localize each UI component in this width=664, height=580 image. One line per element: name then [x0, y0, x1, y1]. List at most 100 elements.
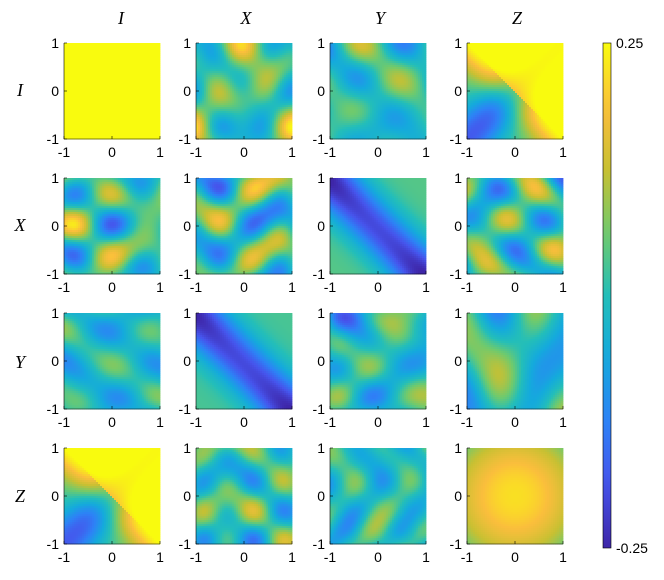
heatmap-cell: [146, 91, 149, 94]
heatmap-cell: [100, 105, 103, 108]
heatmap-cell: [108, 103, 111, 106]
heatmap-cell: [146, 71, 149, 74]
heatmap-cell: [148, 111, 151, 114]
heatmap-cell: [86, 67, 89, 70]
heatmap-cell: [152, 47, 155, 50]
heatmap-cell: [92, 121, 95, 124]
heatmap-cell: [108, 45, 111, 48]
heatmap-cell: [104, 67, 107, 70]
heatmap-cell: [114, 65, 117, 68]
heatmap-cell: [92, 71, 95, 74]
heatmap-cell: [108, 55, 111, 58]
heatmap-cell: [134, 97, 137, 100]
heatmap-cell: [146, 43, 149, 46]
heatmap-cell: [112, 83, 115, 86]
heatmap-cell: [82, 85, 85, 88]
heatmap-cell: [94, 85, 97, 88]
heatmap-cell: [118, 75, 121, 78]
heatmap-cell: [108, 49, 111, 52]
heatmap-cell: [98, 43, 101, 46]
heatmap-cell: [118, 45, 121, 48]
heatmap-cell: [74, 111, 77, 114]
heatmap-cell: [64, 79, 67, 82]
heatmap-cell: [82, 53, 85, 56]
heatmap-cell: [74, 43, 77, 46]
heatmap-cell: [142, 103, 145, 106]
heatmap-cell: [118, 53, 121, 56]
heatmap-cell: [126, 83, 129, 86]
heatmap-cell: [90, 83, 93, 86]
heatmap-cell: [104, 79, 107, 82]
heatmap-cell: [98, 113, 101, 116]
heatmap-cell: [118, 43, 121, 46]
heatmap-cell: [76, 63, 79, 66]
heatmap-cell: [64, 87, 67, 90]
heatmap-cell: [140, 61, 143, 64]
heatmap-cell: [124, 75, 127, 78]
heatmap-cell: [128, 107, 131, 110]
heatmap-cell: [122, 81, 125, 84]
heatmap-cell: [86, 113, 89, 116]
heatmap-cell: [144, 87, 147, 90]
heatmap-cell: [114, 95, 117, 98]
heatmap-cell: [116, 85, 119, 88]
heatmap-cell: [72, 105, 75, 108]
heatmap-cell: [120, 111, 123, 114]
heatmap-cell: [104, 89, 107, 92]
heatmap-cell: [76, 91, 79, 94]
heatmap-cell: [70, 109, 73, 112]
heatmap-cell: [78, 101, 81, 104]
heatmap-cell: [154, 57, 157, 60]
heatmap-cell: [122, 47, 125, 50]
heatmap-cell: [150, 107, 153, 110]
heatmap-cell: [66, 69, 69, 72]
heatmap-cell: [96, 79, 99, 82]
heatmap-cell: [146, 57, 149, 60]
heatmap-cell: [98, 47, 101, 50]
heatmap-cell: [156, 95, 159, 98]
heatmap-cell: [134, 111, 137, 114]
heatmap-cell: [124, 93, 127, 96]
heatmap-cell: [116, 61, 119, 64]
heatmap-cell: [66, 49, 69, 52]
heatmap-cell: [112, 121, 115, 124]
heatmap-cell: [144, 97, 147, 100]
heatmap-cell: [152, 75, 155, 78]
heatmap-cell: [78, 43, 81, 46]
heatmap-cell: [156, 115, 159, 118]
heatmap-cell: [102, 75, 105, 78]
heatmap-cell: [66, 67, 69, 70]
heatmap-cell: [88, 113, 91, 116]
heatmap-cell: [148, 105, 151, 108]
heatmap-cell: [144, 103, 147, 106]
heatmap-cell: [92, 97, 95, 100]
heatmap-cell: [148, 73, 151, 76]
heatmap-cell: [84, 103, 87, 106]
heatmap-cell: [80, 123, 83, 126]
heatmap-cell: [158, 65, 161, 68]
heatmap-cell: [78, 69, 81, 72]
heatmap-cell: [86, 65, 89, 68]
heatmap-cell: [86, 63, 89, 66]
heatmap-cell: [70, 67, 73, 70]
heatmap-cell: [128, 53, 131, 56]
heatmap-cell: [80, 117, 83, 120]
heatmap-cell: [98, 63, 101, 66]
heatmap-cell: [74, 99, 77, 102]
heatmap-cell: [112, 113, 115, 116]
heatmap-cell: [130, 79, 133, 82]
heatmap-cell: [124, 63, 127, 66]
heatmap-cell: [124, 101, 127, 104]
heatmap-cell: [104, 53, 107, 56]
heatmap-cell: [78, 111, 81, 114]
heatmap-cell: [136, 47, 139, 50]
heatmap-cell: [102, 77, 105, 80]
heatmap-cell: [104, 103, 107, 106]
heatmap-cell: [68, 65, 71, 68]
heatmap-cell: [86, 111, 89, 114]
heatmap-cell: [76, 117, 79, 120]
heatmap-cell: [104, 51, 107, 54]
heatmap-cell: [132, 99, 135, 102]
heatmap-cell: [82, 71, 85, 74]
heatmap-cell: [110, 51, 113, 54]
